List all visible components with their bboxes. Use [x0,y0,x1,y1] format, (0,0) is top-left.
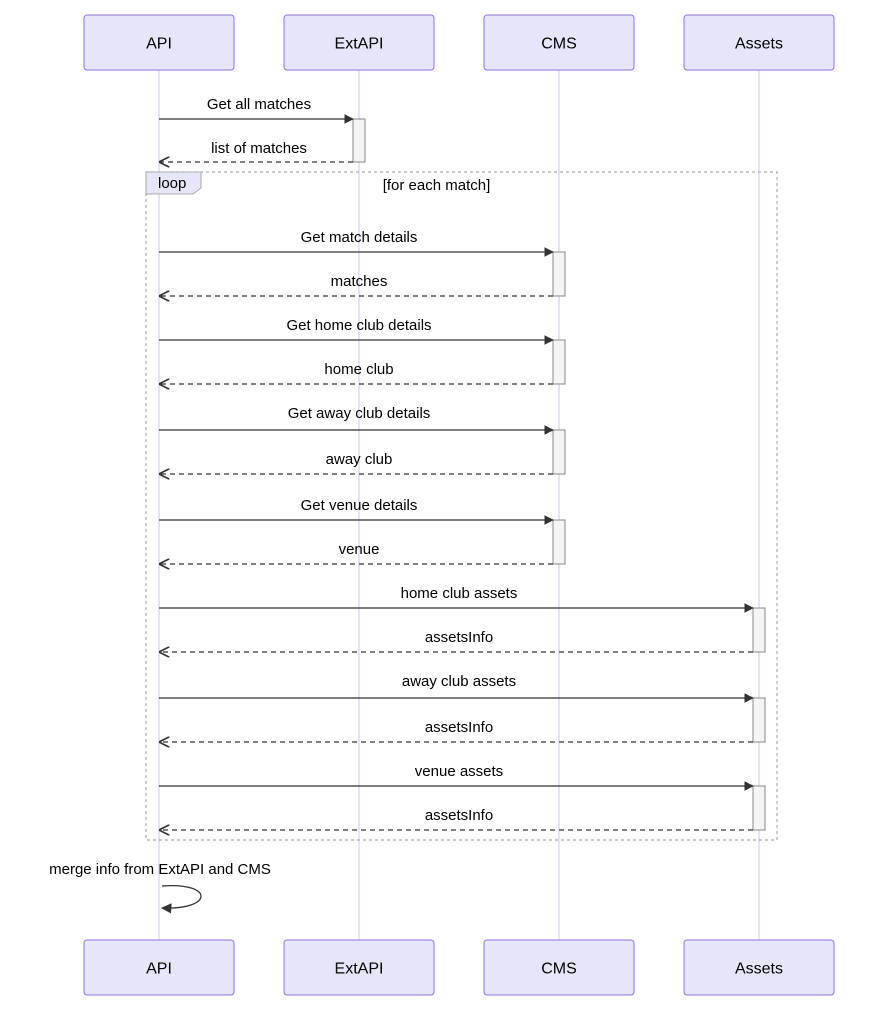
message-label-5: home club [324,361,393,378]
activation-cms-4 [553,520,565,564]
participant-label-assets-top: Assets [735,36,783,53]
message-label-9: venue [339,541,380,558]
loop-guard: [for each match] [383,177,491,194]
participant-label-api-top: API [146,36,172,53]
participant-label-cms-top: CMS [541,36,577,53]
message-label-6: Get away club details [288,405,431,422]
sequence-diagram: loop [for each match] Get all matches list … [0,0,885,1012]
message-label-13: assetsInfo [425,719,493,736]
participant-label-extapi-bottom: ExtAPI [335,961,384,978]
message-label-4: Get home club details [286,317,431,334]
activation-extapi-0 [353,119,365,162]
activation-assets-6 [753,698,765,742]
activation-cms-1 [553,252,565,296]
activation-cms-2 [553,340,565,384]
message-label-8: Get venue details [301,497,418,514]
participant-label-cms-bottom: CMS [541,961,577,978]
activation-cms-3 [553,430,565,474]
participant-label-assets-bottom: Assets [735,961,783,978]
message-label-14: venue assets [415,763,503,780]
activation-assets-7 [753,786,765,830]
participant-label-extapi-top: ExtAPI [335,36,384,53]
loop-label: loop [158,175,186,192]
loop-fragment-box [146,172,777,840]
message-label-0: Get all matches [207,96,311,113]
message-label-12: away club assets [402,673,516,690]
message-label-3: matches [331,273,388,290]
message-label-1: list of matches [211,140,307,157]
participant-label-api-bottom: API [146,961,172,978]
self-message-loop [162,886,201,908]
activation-assets-5 [753,608,765,652]
message-label-11: assetsInfo [425,629,493,646]
message-label-10: home club assets [401,585,518,602]
message-label-2: Get match details [301,229,418,246]
self-message-label: merge info from ExtAPI and CMS [49,861,271,878]
message-label-15: assetsInfo [425,807,493,824]
message-label-7: away club [326,451,393,468]
